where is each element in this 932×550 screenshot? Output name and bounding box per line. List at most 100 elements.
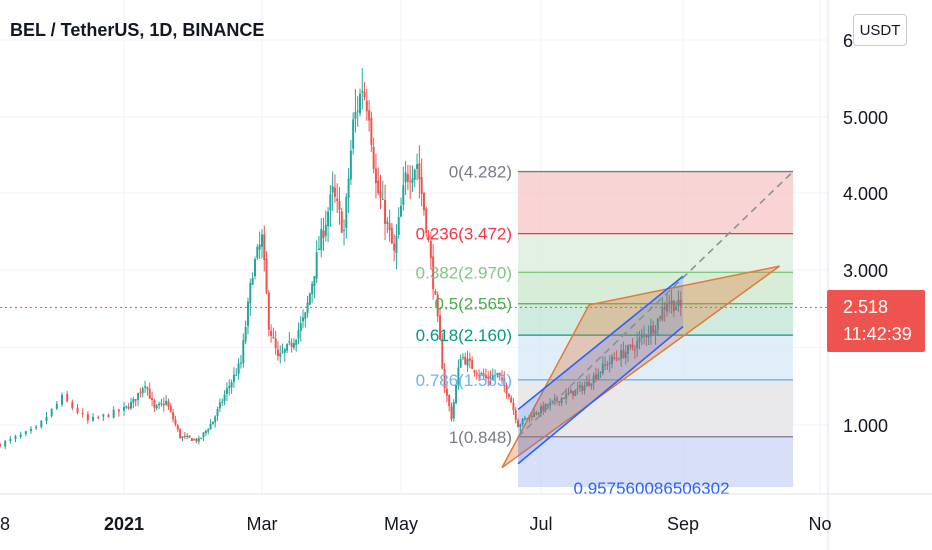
candle-body	[239, 362, 242, 364]
candle-body	[50, 408, 53, 417]
candle-body	[202, 432, 205, 438]
candle-body	[172, 412, 175, 420]
fib-zone	[518, 379, 794, 437]
last-price-badge: 2.518 11:42:39	[827, 290, 925, 352]
candle-body	[484, 375, 487, 379]
candle-body	[588, 381, 591, 386]
fib-level-label: 0.618(2.160)	[416, 326, 512, 345]
candle-body	[352, 119, 355, 149]
candle-body	[540, 406, 542, 414]
candle-body	[491, 375, 494, 379]
candle-body	[146, 387, 149, 390]
candle-body	[347, 178, 350, 198]
candle-body	[35, 426, 38, 429]
candle-body	[174, 419, 177, 425]
candle-body	[230, 382, 233, 388]
candle-body	[302, 317, 305, 322]
candle-body	[221, 401, 224, 403]
candle-body	[246, 301, 249, 326]
currency-unit-button[interactable]: USDT	[853, 14, 907, 46]
candle-body	[429, 241, 432, 258]
candle-body	[565, 393, 568, 399]
candle-body	[519, 424, 522, 427]
candle-body	[263, 234, 266, 260]
fib-level-label: 1(0.848)	[449, 428, 512, 447]
candle-body	[427, 234, 430, 241]
candle-body	[183, 435, 186, 437]
candle-body	[374, 168, 377, 184]
candle-body	[675, 307, 678, 311]
candle-body	[283, 349, 286, 353]
candle-body	[537, 412, 540, 415]
candle-body	[281, 351, 284, 353]
candle-body	[381, 198, 384, 200]
candle-body	[546, 404, 549, 406]
candle-body	[434, 290, 437, 295]
candle-body	[338, 201, 341, 210]
candle-body	[450, 406, 453, 420]
candle-body	[258, 244, 261, 250]
candle-body	[530, 415, 533, 418]
candle-body	[61, 394, 63, 405]
candle-body	[455, 384, 458, 403]
candle-body	[572, 391, 575, 396]
candle-body	[102, 414, 105, 417]
candle-body	[640, 335, 643, 338]
candle-body	[505, 385, 508, 394]
candle-body	[478, 374, 481, 376]
candle-body	[304, 312, 307, 319]
candle-body	[132, 399, 135, 403]
candle-body	[606, 364, 609, 366]
candle-body	[292, 343, 295, 348]
candle-body	[237, 363, 240, 374]
candle-body	[404, 172, 407, 183]
candle-body	[439, 315, 442, 340]
candle-body	[107, 414, 110, 418]
candle-body	[336, 198, 339, 201]
candle-body	[299, 323, 302, 331]
price-tick-label: 5.000	[843, 108, 888, 128]
candle-body	[631, 344, 634, 349]
candle-body	[315, 252, 318, 279]
candle-body	[445, 388, 448, 396]
candle-body	[279, 353, 282, 357]
candle-body	[562, 397, 565, 400]
candle-body	[288, 341, 291, 343]
time-tick-label: 8	[0, 514, 10, 534]
candle-body	[523, 418, 526, 420]
candle-body	[480, 373, 483, 375]
candle-body	[549, 402, 552, 406]
candle-body	[214, 416, 217, 423]
candle-body	[9, 438, 12, 442]
candle-body	[471, 360, 474, 370]
candle-body	[242, 340, 245, 364]
candle-body	[276, 349, 279, 357]
candle-body	[331, 186, 334, 193]
candle-body	[670, 300, 673, 305]
candle-body	[313, 276, 316, 287]
candle-body	[40, 420, 43, 428]
candle-body	[494, 375, 497, 377]
candle-body	[327, 211, 330, 227]
candle-body	[627, 345, 630, 354]
candle-body	[512, 402, 515, 411]
candle-body	[179, 429, 182, 438]
candle-body	[613, 357, 616, 359]
candle-body	[144, 386, 147, 388]
candle-body	[24, 431, 27, 435]
candle-body	[535, 412, 538, 414]
fib-zone	[518, 233, 794, 273]
candle-body	[569, 390, 572, 394]
candle-body	[249, 282, 252, 304]
candle-body	[0, 443, 1, 447]
candle-body	[567, 392, 570, 394]
candle-body	[71, 401, 74, 408]
candle-body	[30, 428, 32, 431]
candle-body	[92, 416, 94, 421]
candle-body	[560, 397, 563, 403]
candle-body	[441, 339, 444, 369]
candle-body	[468, 358, 471, 361]
candle-body	[377, 180, 380, 194]
candle-body	[272, 336, 275, 339]
candle-body	[615, 358, 618, 360]
